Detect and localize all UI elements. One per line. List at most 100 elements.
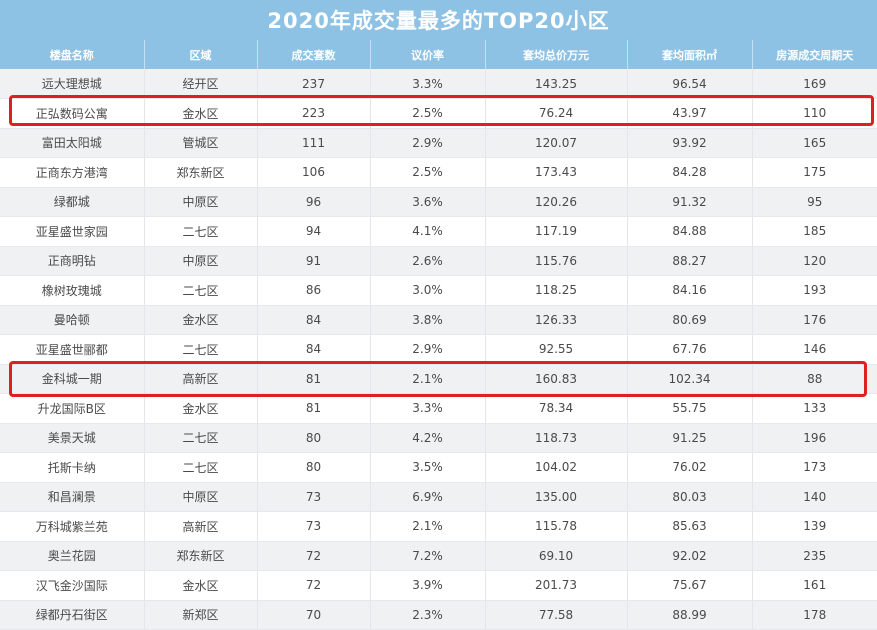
cell-name: 绿都丹石街区 bbox=[0, 600, 145, 630]
cell-deal-cycle: 146 bbox=[752, 334, 877, 365]
column-header-bargain-rate: 议价率 bbox=[370, 40, 486, 69]
cell-name: 橡树玫瑰城 bbox=[0, 275, 145, 306]
cell-deal-cycle: 175 bbox=[752, 157, 877, 188]
cell-district: 新郑区 bbox=[144, 600, 258, 630]
table-row: 绿都城 中原区 96 3.6% 120.26 91.32 95 bbox=[0, 187, 877, 217]
cell-district: 二七区 bbox=[144, 452, 258, 483]
cell-deal-cycle: 140 bbox=[752, 482, 877, 512]
table-row: 美景天城 二七区 80 4.2% 118.73 91.25 196 bbox=[0, 423, 877, 453]
cell-district: 二七区 bbox=[144, 275, 258, 306]
cell-deals: 72 bbox=[257, 541, 371, 571]
cell-name: 汉飞金沙国际 bbox=[0, 570, 145, 601]
cell-deal-cycle: 178 bbox=[752, 600, 877, 630]
cell-bargain-rate: 4.1% bbox=[370, 216, 486, 247]
cell-deals: 81 bbox=[257, 364, 371, 394]
cell-deals: 84 bbox=[257, 305, 371, 335]
cell-name: 亚星盛世家园 bbox=[0, 216, 145, 247]
cell-district: 管城区 bbox=[144, 128, 258, 158]
cell-deals: 70 bbox=[257, 600, 371, 630]
cell-avg-area: 93.92 bbox=[627, 128, 753, 158]
cell-avg-total-price: 117.19 bbox=[485, 216, 628, 247]
cell-district: 中原区 bbox=[144, 482, 258, 512]
cell-avg-total-price: 76.24 bbox=[485, 98, 628, 129]
cell-name: 万科城紫兰苑 bbox=[0, 511, 145, 542]
cell-deal-cycle: 139 bbox=[752, 511, 877, 542]
cell-avg-total-price: 120.07 bbox=[485, 128, 628, 158]
table-row: 汉飞金沙国际 金水区 72 3.9% 201.73 75.67 161 bbox=[0, 570, 877, 601]
cell-deal-cycle: 235 bbox=[752, 541, 877, 571]
cell-name: 正商明钻 bbox=[0, 246, 145, 276]
table-row: 和昌澜景 中原区 73 6.9% 135.00 80.03 140 bbox=[0, 482, 877, 512]
table-row: 远大理想城 经开区 237 3.3% 143.25 96.54 169 bbox=[0, 69, 877, 99]
cell-avg-total-price: 115.78 bbox=[485, 511, 628, 542]
cell-deal-cycle: 196 bbox=[752, 423, 877, 453]
cell-bargain-rate: 3.0% bbox=[370, 275, 486, 306]
column-header-avg-total-price: 套均总价万元 bbox=[485, 40, 628, 69]
cell-avg-area: 55.75 bbox=[627, 393, 753, 424]
table-row: 奥兰花园 郑东新区 72 7.2% 69.10 92.02 235 bbox=[0, 541, 877, 571]
cell-deals: 223 bbox=[257, 98, 371, 129]
column-header-district: 区域 bbox=[144, 40, 258, 69]
cell-deals: 106 bbox=[257, 157, 371, 188]
cell-deal-cycle: 88 bbox=[752, 364, 877, 394]
cell-bargain-rate: 3.8% bbox=[370, 305, 486, 335]
cell-district: 二七区 bbox=[144, 216, 258, 247]
cell-deal-cycle: 110 bbox=[752, 98, 877, 129]
cell-district: 高新区 bbox=[144, 364, 258, 394]
cell-deals: 237 bbox=[257, 69, 371, 99]
cell-name: 和昌澜景 bbox=[0, 482, 145, 512]
cell-name: 升龙国际B区 bbox=[0, 393, 145, 424]
cell-name: 美景天城 bbox=[0, 423, 145, 453]
cell-deals: 111 bbox=[257, 128, 371, 158]
table-body: 远大理想城 经开区 237 3.3% 143.25 96.54 169 正弘数码公寓 金水区 22… bbox=[0, 69, 877, 630]
cell-avg-area: 67.76 bbox=[627, 334, 753, 365]
ranking-table: 楼盘名称 区域 成交套数 议价率 套均总价万元 套均面积㎡ 房源成交周期天 远大理想城 经开区… bbox=[0, 40, 877, 630]
cell-bargain-rate: 2.1% bbox=[370, 511, 486, 542]
cell-bargain-rate: 6.9% bbox=[370, 482, 486, 512]
cell-deal-cycle: 120 bbox=[752, 246, 877, 276]
cell-avg-total-price: 143.25 bbox=[485, 69, 628, 99]
cell-name: 正商东方港湾 bbox=[0, 157, 145, 188]
cell-avg-area: 84.28 bbox=[627, 157, 753, 188]
cell-district: 二七区 bbox=[144, 423, 258, 453]
cell-avg-total-price: 120.26 bbox=[485, 187, 628, 217]
cell-deal-cycle: 173 bbox=[752, 452, 877, 483]
cell-bargain-rate: 2.1% bbox=[370, 364, 486, 394]
cell-deals: 94 bbox=[257, 216, 371, 247]
table-row: 橡树玫瑰城 二七区 86 3.0% 118.25 84.16 193 bbox=[0, 275, 877, 306]
cell-avg-area: 76.02 bbox=[627, 452, 753, 483]
cell-avg-total-price: 201.73 bbox=[485, 570, 628, 601]
cell-avg-total-price: 173.43 bbox=[485, 157, 628, 188]
cell-deal-cycle: 95 bbox=[752, 187, 877, 217]
cell-avg-area: 88.99 bbox=[627, 600, 753, 630]
cell-name: 远大理想城 bbox=[0, 69, 145, 99]
table-row: 正弘数码公寓 金水区 223 2.5% 76.24 43.97 110 bbox=[0, 98, 877, 129]
page-title: 2020年成交量最多的TOP20小区 bbox=[267, 9, 610, 33]
cell-avg-area: 85.63 bbox=[627, 511, 753, 542]
cell-district: 二七区 bbox=[144, 334, 258, 365]
cell-avg-total-price: 104.02 bbox=[485, 452, 628, 483]
cell-deal-cycle: 169 bbox=[752, 69, 877, 99]
table-row: 升龙国际B区 金水区 81 3.3% 78.34 55.75 133 bbox=[0, 393, 877, 424]
cell-deals: 86 bbox=[257, 275, 371, 306]
cell-district: 金水区 bbox=[144, 570, 258, 601]
cell-deals: 80 bbox=[257, 452, 371, 483]
cell-bargain-rate: 2.3% bbox=[370, 600, 486, 630]
cell-deals: 81 bbox=[257, 393, 371, 424]
column-header-deals: 成交套数 bbox=[257, 40, 371, 69]
cell-avg-total-price: 92.55 bbox=[485, 334, 628, 365]
cell-avg-area: 91.32 bbox=[627, 187, 753, 217]
cell-avg-total-price: 115.76 bbox=[485, 246, 628, 276]
cell-district: 郑东新区 bbox=[144, 157, 258, 188]
cell-name: 奥兰花园 bbox=[0, 541, 145, 571]
cell-avg-area: 84.88 bbox=[627, 216, 753, 247]
table-row: 绿都丹石街区 新郑区 70 2.3% 77.58 88.99 178 bbox=[0, 600, 877, 630]
cell-deals: 73 bbox=[257, 482, 371, 512]
cell-name: 绿都城 bbox=[0, 187, 145, 217]
column-header-avg-area: 套均面积㎡ bbox=[627, 40, 753, 69]
cell-district: 金水区 bbox=[144, 98, 258, 129]
cell-avg-area: 75.67 bbox=[627, 570, 753, 601]
table-row: 正商东方港湾 郑东新区 106 2.5% 173.43 84.28 175 bbox=[0, 157, 877, 188]
cell-avg-total-price: 135.00 bbox=[485, 482, 628, 512]
cell-name: 托斯卡纳 bbox=[0, 452, 145, 483]
